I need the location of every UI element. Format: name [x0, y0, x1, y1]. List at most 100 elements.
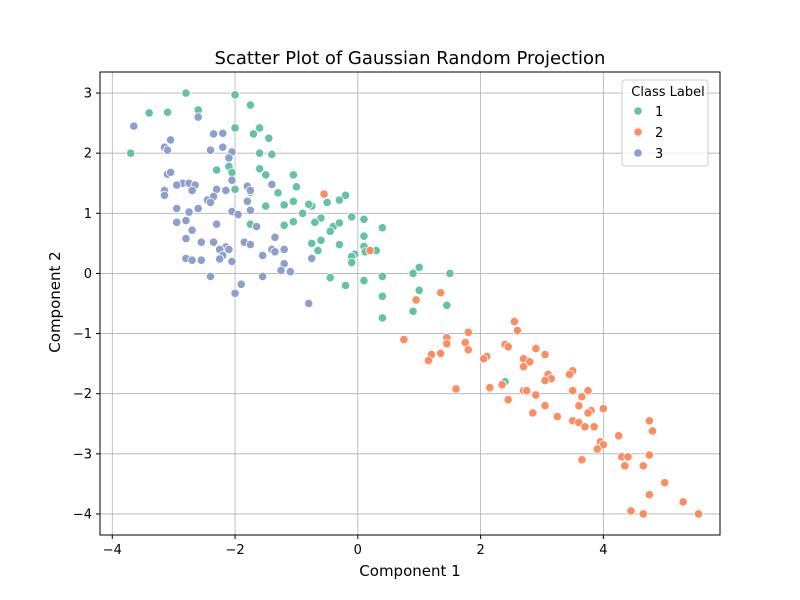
legend-title: Class Label [631, 85, 704, 100]
data-point-class-2 [644, 416, 655, 426]
data-point-class-1 [334, 218, 345, 228]
legend-marker-1 [633, 106, 643, 116]
data-point-class-2 [518, 362, 529, 372]
data-point-class-3 [165, 167, 176, 178]
data-point-class-2 [365, 245, 375, 256]
data-point-class-1 [310, 217, 320, 227]
data-point-class-1 [230, 123, 240, 133]
data-point-class-3 [187, 185, 197, 196]
data-point-class-3 [181, 233, 191, 244]
data-point-class-2 [598, 404, 608, 414]
data-point-class-1 [377, 291, 387, 301]
data-point-class-3 [230, 288, 240, 298]
data-point-class-3 [251, 221, 262, 232]
data-point-class-3 [242, 196, 252, 206]
data-point-class-3 [245, 239, 255, 250]
x-tick-label: −2 [225, 543, 244, 558]
x-tick-label: 2 [476, 543, 484, 558]
data-point-class-2 [614, 431, 624, 441]
data-point-class-2 [497, 380, 507, 390]
data-point-class-1 [359, 231, 369, 241]
data-point-class-3 [205, 145, 216, 155]
data-point-class-2 [568, 386, 578, 396]
x-tick-label: −4 [103, 543, 122, 558]
data-point-class-1 [325, 226, 335, 236]
data-point-class-1 [359, 214, 369, 224]
data-point-class-2 [531, 343, 541, 354]
data-point-class-1 [248, 129, 259, 139]
data-point-class-1 [377, 271, 387, 282]
legend-label-2: 2 [655, 126, 663, 141]
y-tick-label: −2 [73, 387, 92, 402]
chart-title: Scatter Plot of Gaussian Random Projecti… [215, 48, 606, 69]
data-point-class-1 [288, 217, 298, 227]
data-point-class-1 [442, 300, 452, 310]
data-point-class-2 [522, 386, 532, 396]
data-point-class-3 [159, 190, 170, 200]
plot-frame [99, 71, 721, 536]
data-point-class-2 [485, 383, 495, 393]
data-point-class-1 [230, 184, 240, 194]
y-tick-label: 1 [84, 207, 92, 222]
data-point-class-3 [218, 128, 228, 138]
data-point-class-2 [399, 334, 409, 345]
y-axis-label: Component 2 [46, 251, 64, 352]
data-point-class-2 [577, 392, 587, 402]
data-point-class-2 [512, 325, 523, 336]
data-point-class-1 [304, 199, 314, 209]
data-point-class-2 [580, 422, 590, 432]
data-point-class-3 [224, 153, 234, 163]
data-point-class-2 [693, 509, 704, 519]
data-point-class-3 [258, 271, 268, 282]
y-tick-label: 3 [84, 87, 92, 102]
data-point-class-1 [212, 165, 222, 175]
data-point-class-2 [503, 342, 513, 352]
y-tick-label: −4 [73, 507, 92, 522]
data-point-class-2 [540, 401, 550, 411]
data-point-class-1 [144, 108, 154, 118]
data-point-class-1 [261, 170, 271, 180]
data-point-class-1 [414, 285, 424, 295]
data-point-class-1 [181, 88, 191, 98]
data-point-class-3 [227, 175, 237, 185]
data-point-class-3 [307, 253, 317, 264]
data-point-class-2 [678, 497, 688, 507]
data-point-class-1 [377, 223, 387, 233]
legend-label-1: 1 [655, 105, 663, 120]
data-point-class-1 [227, 167, 237, 178]
data-point-class-3 [224, 244, 234, 254]
data-point-class-2 [503, 395, 513, 405]
y-tick-label: −3 [73, 447, 92, 462]
data-point-class-3 [215, 254, 225, 264]
data-point-class-1 [291, 182, 302, 192]
data-point-class-3 [212, 219, 222, 229]
data-point-class-1 [279, 220, 289, 230]
data-point-class-3 [172, 203, 182, 214]
data-point-class-3 [196, 237, 206, 247]
data-point-class-1 [313, 245, 323, 256]
data-point-class-1 [279, 200, 289, 210]
data-point-class-3 [270, 247, 280, 257]
data-point-class-3 [196, 255, 206, 265]
data-point-class-2 [451, 384, 461, 394]
legend-box [621, 79, 709, 167]
data-point-class-3 [276, 265, 286, 276]
data-point-class-3 [172, 217, 182, 227]
data-point-class-2 [647, 426, 658, 436]
data-point-class-2 [463, 345, 473, 355]
data-point-class-2 [442, 339, 452, 349]
grid-lines [100, 72, 720, 535]
data-point-class-1 [307, 238, 317, 248]
x-tick-label: 0 [354, 543, 362, 558]
data-point-class-2 [660, 478, 670, 488]
data-point-class-2 [463, 327, 473, 337]
data-point-class-3 [205, 271, 216, 282]
data-point-class-2 [525, 357, 535, 367]
data-point-class-1 [340, 190, 351, 200]
x-axis-label: Component 1 [359, 562, 460, 580]
data-point-class-3 [205, 197, 216, 208]
data-point-class-1 [316, 235, 326, 245]
data-point-class-2 [583, 408, 593, 418]
data-point-class-1 [325, 273, 335, 283]
data-point-class-2 [583, 386, 593, 396]
